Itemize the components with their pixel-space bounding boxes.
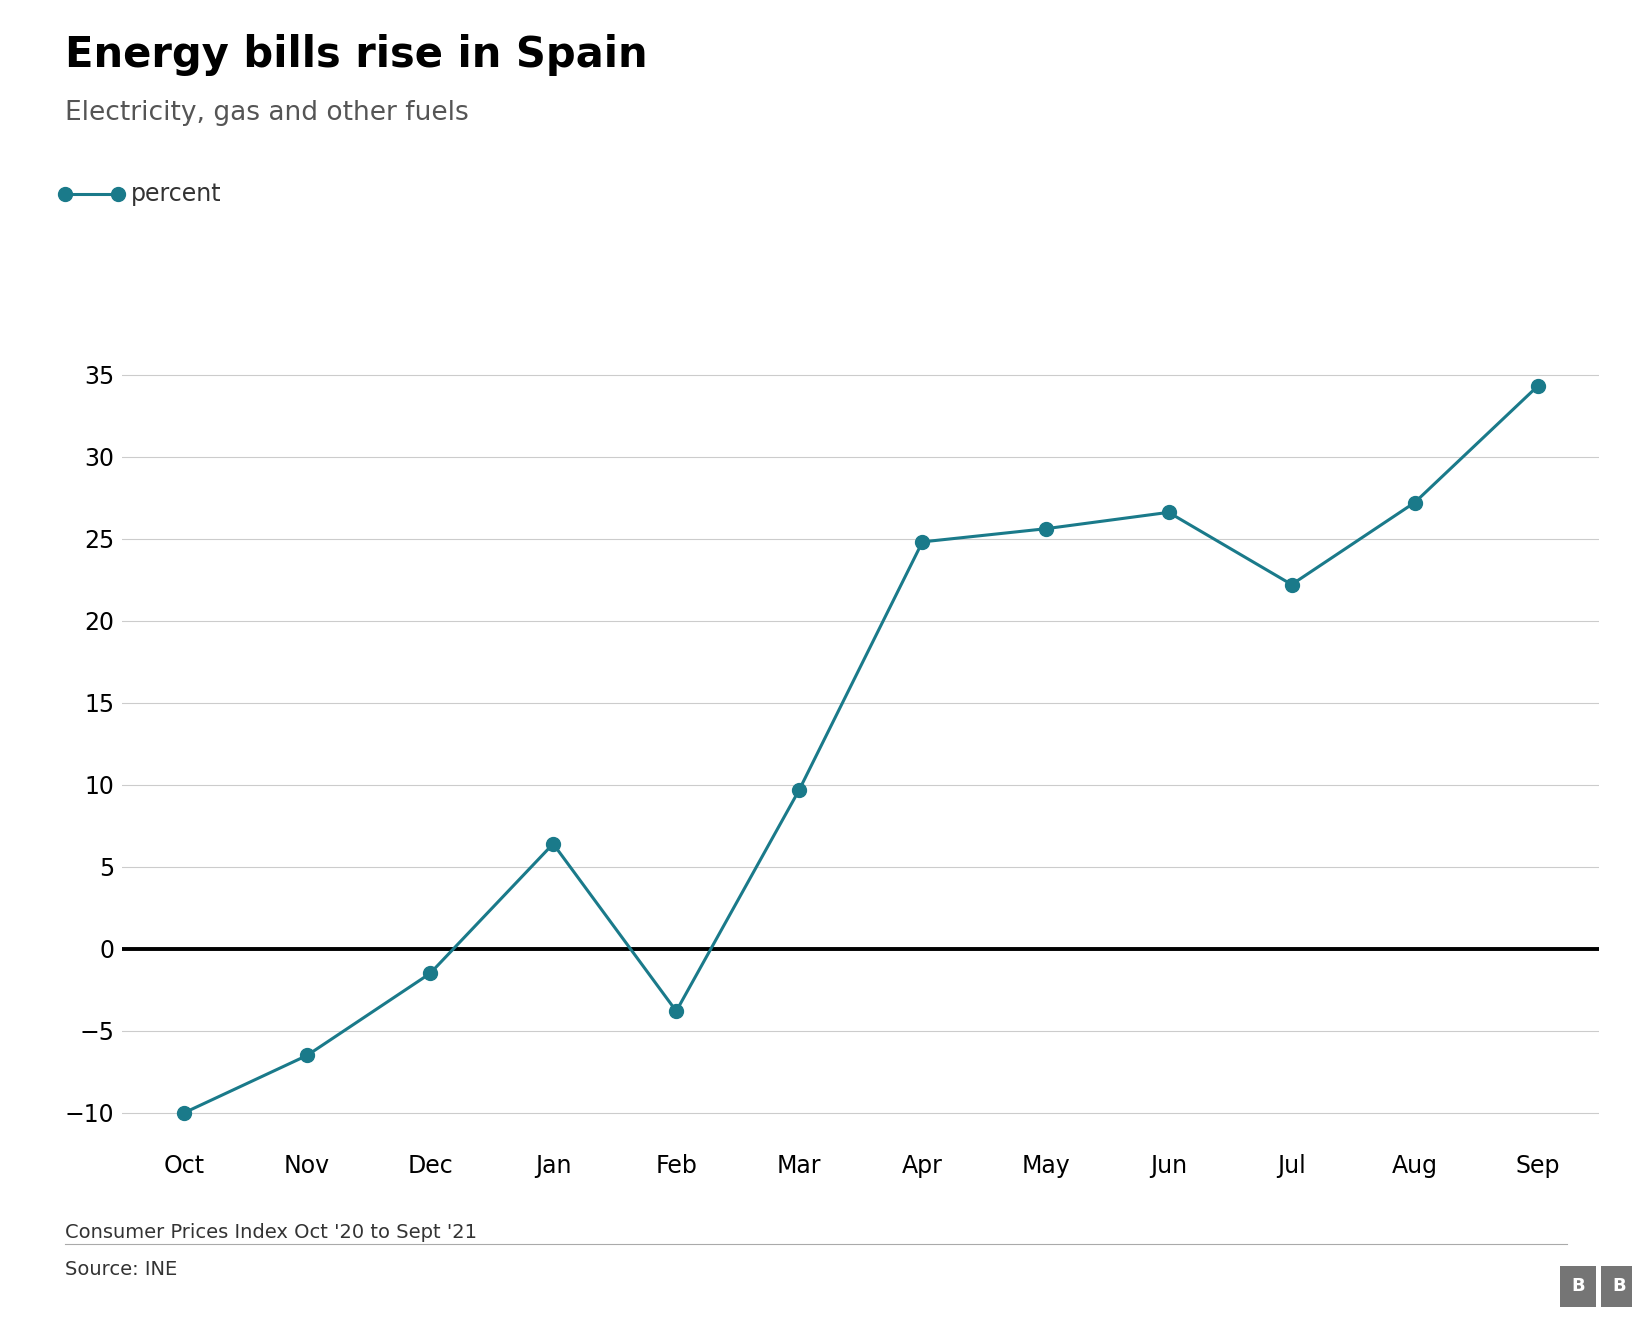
Text: Electricity, gas and other fuels: Electricity, gas and other fuels <box>65 100 468 126</box>
Text: Energy bills rise in Spain: Energy bills rise in Spain <box>65 34 648 75</box>
Text: Source: INE: Source: INE <box>65 1260 178 1278</box>
Text: B: B <box>1612 1277 1625 1296</box>
Text: B: B <box>1572 1277 1585 1296</box>
Text: percent: percent <box>131 182 222 206</box>
Text: Consumer Prices Index Oct '20 to Sept '21: Consumer Prices Index Oct '20 to Sept '2… <box>65 1223 477 1242</box>
